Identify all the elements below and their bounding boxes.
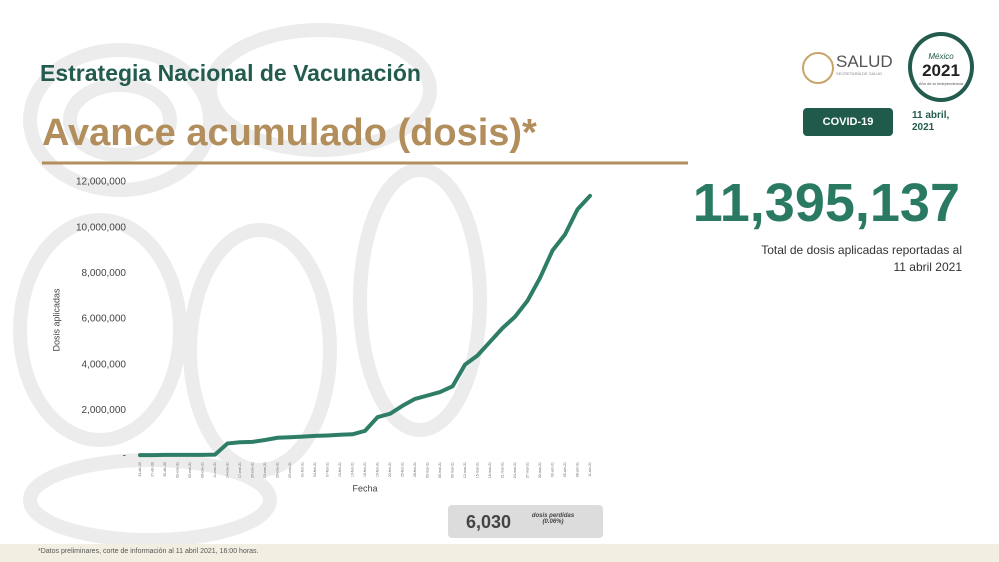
x-tick-label: 30-dic-20: [163, 462, 167, 477]
salud-emblem: [802, 52, 834, 84]
x-tick-label: 12-mar-21: [463, 462, 467, 478]
x-tick-label: 19-feb-21: [375, 462, 379, 477]
y-tick-label: 8,000,000: [82, 268, 127, 279]
x-tick-label: 07-feb-21: [325, 462, 329, 477]
x-tick-label: 05-ene-21: [188, 462, 192, 478]
x-tick-label: 30-mar-21: [538, 462, 542, 478]
x-tick-label: 21-mar-21: [500, 462, 504, 478]
y-tick-label: 4,000,000: [82, 359, 127, 370]
x-tick-label: 23-ene-21: [263, 462, 267, 478]
lost-caption: dosis perdidas (0.06%): [531, 513, 575, 525]
x-tick-label: 27-mar-21: [525, 462, 529, 478]
x-tick-label: 01-feb-21: [300, 462, 304, 477]
x-tick-label: 15-mar-21: [475, 462, 479, 478]
x-tick-label: 20-ene-21: [250, 462, 254, 478]
x-tick-label: 29-ene-21: [288, 462, 292, 478]
covid-badge: COVID-19: [803, 108, 893, 136]
x-tick-label: 02-ene-21: [175, 462, 179, 478]
footnote: *Datos preliminares, corte de informació…: [38, 548, 259, 555]
x-tick-label: 04-feb-21: [313, 462, 317, 477]
x-tick-label: 10-feb-21: [338, 462, 342, 477]
lost-value: 6,030: [466, 512, 512, 532]
x-tick-label: 05-abr-21: [563, 462, 567, 477]
x-tick-label: 24-dic-20: [138, 462, 142, 477]
total-caption: Total de dosis aplicadas reportadas al 1…: [761, 243, 962, 274]
logo-year: 2021: [922, 61, 960, 80]
mexico-logo: México 2021 Año de la Independencia: [908, 32, 974, 102]
x-tick-label: 03-mar-21: [425, 462, 429, 478]
y-tick-label: 6,000,000: [82, 314, 127, 325]
y-tick-label: 12,000,000: [76, 177, 126, 188]
line: [138, 193, 592, 458]
x-tick-label: 22-feb-21: [388, 462, 392, 477]
logo-salud: SALUD: [836, 52, 893, 71]
x-tick-label: 26-ene-21: [275, 462, 279, 478]
x-tick-label: 13-feb-21: [350, 462, 354, 477]
x-tick-label: 08-ene-21: [200, 462, 204, 478]
x-tick-label: 25-feb-21: [400, 462, 404, 477]
x-tick-label: 02-abr-21: [550, 462, 554, 477]
logo-year-sub: Año de la Independencia: [918, 81, 964, 86]
logo-mexico: México: [928, 52, 954, 61]
x-tick-label: 16-feb-21: [363, 462, 367, 477]
x-tick-label: 14-ene-21: [225, 462, 229, 478]
footer-bar: [0, 544, 999, 562]
x-tick-label: 24-mar-21: [513, 462, 517, 478]
total-value: 11,395,137: [692, 173, 960, 233]
title: Avance acumulado (dosis)*: [42, 112, 537, 154]
x-tick-label: 09-mar-21: [450, 462, 454, 478]
x-tick-label: 11-ene-21: [213, 462, 217, 478]
x-tick-label: 28-feb-21: [413, 462, 417, 477]
y-axis-label: Dosis aplicadas: [51, 288, 61, 352]
y-tick-label: 10,000,000: [76, 222, 126, 233]
x-tick-label: 11-abr-21: [588, 462, 592, 477]
x-tick-label: 18-mar-21: [488, 462, 492, 478]
logo-salud-sub: SECRETARÍA DE SALUD: [836, 71, 883, 76]
x-tick-label: 27-dic-20: [150, 462, 154, 477]
x-tick-label: 08-abr-21: [575, 462, 579, 477]
y-tick-label: 2,000,000: [82, 405, 127, 416]
x-axis-label: Fecha: [352, 483, 377, 493]
x-tick-label: 06-mar-21: [438, 462, 442, 478]
background-pattern: [13, 23, 487, 547]
lost-box: 6,030 dosis perdidas (0.06%): [448, 505, 603, 538]
subtitle: Estrategia Nacional de Vacunación: [40, 60, 421, 86]
date: 11 abril, 2021: [912, 110, 950, 133]
x-tick-label: 17-ene-21: [238, 462, 242, 478]
y-tick-label: -: [123, 451, 126, 462]
